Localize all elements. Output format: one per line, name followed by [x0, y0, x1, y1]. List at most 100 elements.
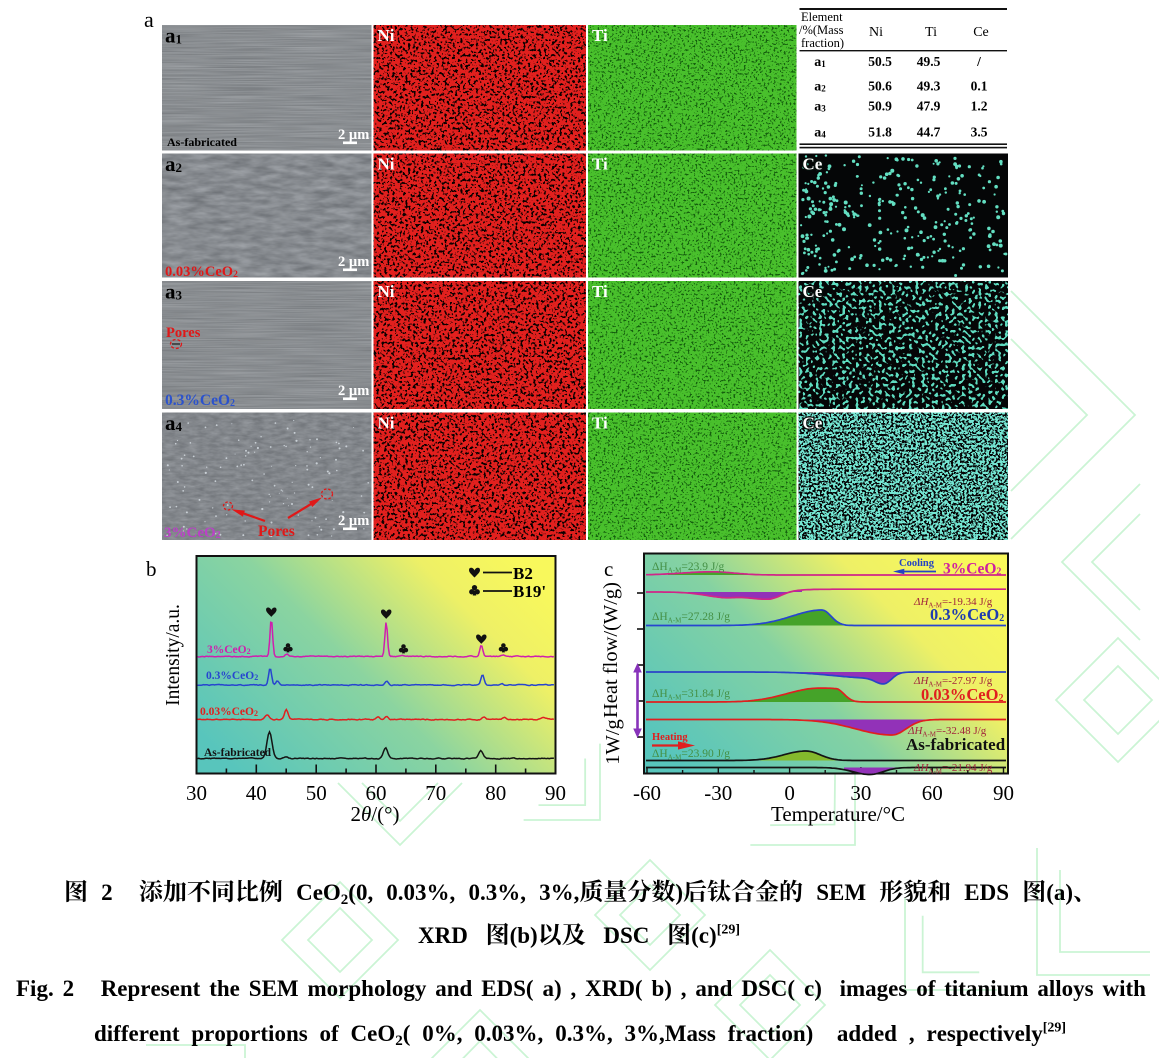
svg-text:Cooling: Cooling: [899, 558, 935, 569]
svg-text:As-fabricated: As-fabricated: [167, 135, 237, 149]
svg-text:2θ/(°): 2θ/(°): [350, 802, 399, 826]
svg-text:3%CeO2: 3%CeO2: [943, 561, 1001, 578]
svg-text:(a): (a): [1046, 880, 1073, 905]
svg-text:0.03%CeO2: 0.03%CeO2: [165, 264, 238, 280]
svg-text:50.5: 50.5: [868, 54, 892, 69]
svg-text:Ti: Ti: [925, 25, 937, 40]
svg-text:[29]: [29]: [717, 923, 740, 938]
svg-text:90: 90: [545, 781, 566, 805]
svg-text:Fig.: Fig.: [16, 976, 54, 1001]
svg-text:Ti: Ti: [592, 155, 608, 174]
svg-text:40: 40: [246, 781, 267, 805]
svg-text:0.3%CeO2: 0.3%CeO2: [930, 605, 1004, 624]
svg-text:80: 80: [485, 781, 506, 805]
svg-text:50: 50: [306, 781, 327, 805]
svg-text:2 µm: 2 µm: [338, 513, 369, 529]
svg-text:Ni: Ni: [378, 414, 395, 433]
svg-text:,: ,: [571, 976, 577, 1001]
svg-text:b: b: [146, 557, 157, 581]
svg-text:Pores: Pores: [258, 523, 295, 540]
svg-text:and: and: [695, 976, 732, 1001]
svg-text:As-fabricated: As-fabricated: [204, 747, 272, 759]
svg-text:3%CeO2: 3%CeO2: [207, 644, 251, 656]
svg-text:44.7: 44.7: [917, 125, 941, 140]
svg-text:Ni: Ni: [378, 155, 395, 174]
svg-text:30: 30: [186, 781, 207, 805]
svg-text:XRD: XRD: [418, 923, 468, 948]
svg-text:ΔHA-M=31.84 J/g: ΔHA-M=31.84 J/g: [652, 688, 730, 702]
svg-text:/: /: [976, 54, 981, 69]
svg-text:B19': B19': [513, 582, 546, 601]
svg-text:proportions: proportions: [191, 1021, 307, 1046]
svg-text:Represent: Represent: [101, 976, 201, 1001]
svg-text:As-fabricated: As-fabricated: [906, 735, 1006, 754]
svg-text:/%(Mass: /%(Mass: [799, 23, 844, 37]
svg-text:): ): [675, 880, 683, 905]
svg-text:-30: -30: [704, 781, 732, 805]
svg-text:Ce: Ce: [803, 155, 823, 174]
svg-text:c: c: [604, 557, 613, 581]
svg-text:2 µm: 2 µm: [338, 383, 369, 399]
svg-text:2 µm: 2 µm: [338, 254, 369, 270]
svg-text:Ce: Ce: [973, 25, 989, 40]
svg-text:Intensity/a.u.: Intensity/a.u.: [163, 604, 184, 706]
svg-text:ΔHA-M=-21.94 J/g: ΔHA-M=-21.94 J/g: [913, 762, 993, 776]
svg-text:0.03%CeO2: 0.03%CeO2: [921, 685, 1003, 704]
svg-text:0.3%CeO2: 0.3%CeO2: [206, 670, 258, 682]
svg-text:added: added: [837, 1021, 897, 1046]
svg-text:(0,: (0,: [348, 880, 373, 905]
svg-text:3%,Mass: 3%,Mass: [625, 1021, 716, 1046]
svg-text:2: 2: [63, 976, 75, 1001]
svg-text:DSC: DSC: [603, 923, 649, 948]
svg-text:DSC(: DSC(: [741, 976, 795, 1001]
svg-text:49.5: 49.5: [917, 54, 941, 69]
svg-text:with: with: [1103, 976, 1147, 1001]
svg-text:0.1: 0.1: [971, 79, 988, 94]
svg-text:a1: a1: [814, 55, 826, 70]
svg-text:[29]: [29]: [1043, 1021, 1066, 1036]
svg-text:60: 60: [366, 781, 387, 805]
svg-text:(b): (b): [510, 923, 538, 948]
svg-text:Pores: Pores: [166, 325, 201, 341]
svg-text:morphology: morphology: [308, 976, 427, 1001]
svg-text:0.03%CeO2: 0.03%CeO2: [200, 706, 258, 718]
svg-text:the: the: [209, 976, 240, 1001]
svg-text:a: a: [144, 7, 154, 32]
svg-text:90: 90: [993, 781, 1014, 805]
svg-text:Ni: Ni: [869, 25, 883, 40]
svg-text:,: ,: [681, 976, 687, 1001]
svg-text:images: images: [840, 976, 908, 1001]
svg-text:1W/g: 1W/g: [602, 719, 624, 765]
svg-text:Heating: Heating: [652, 732, 688, 743]
svg-text:XRD(: XRD(: [585, 976, 643, 1001]
svg-text:Heat flow/(W/g): Heat flow/(W/g): [600, 582, 622, 718]
svg-text:fraction): fraction): [801, 36, 844, 50]
svg-text:0%,: 0%,: [422, 1021, 462, 1046]
svg-text:-60: -60: [633, 781, 661, 805]
svg-text:30: 30: [850, 781, 871, 805]
svg-text:different: different: [94, 1021, 180, 1046]
svg-text:b): b): [652, 976, 672, 1001]
svg-text:,: ,: [909, 1021, 915, 1046]
svg-text:SEM: SEM: [249, 976, 299, 1001]
svg-text:SEM: SEM: [816, 880, 866, 905]
svg-text:ΔHA-M=23.90 J/g: ΔHA-M=23.90 J/g: [652, 748, 730, 762]
svg-text:2: 2: [341, 892, 349, 908]
svg-text:and: and: [435, 976, 472, 1001]
svg-text:Ni: Ni: [378, 26, 395, 45]
svg-text:Ni: Ni: [378, 282, 395, 301]
svg-text:60: 60: [922, 781, 943, 805]
svg-text:51.8: 51.8: [868, 125, 892, 140]
svg-text:3%CeO2: 3%CeO2: [164, 525, 221, 541]
svg-text:Ce: Ce: [803, 282, 823, 301]
svg-text:2 µm: 2 µm: [338, 127, 369, 143]
svg-text:70: 70: [425, 781, 446, 805]
svg-text:3.5: 3.5: [971, 125, 988, 140]
svg-text:B2: B2: [513, 564, 533, 583]
svg-text:50.6: 50.6: [868, 79, 892, 94]
svg-text:c): c): [804, 976, 822, 1001]
svg-text:a4: a4: [814, 126, 826, 141]
svg-text:0.03%,: 0.03%,: [386, 880, 455, 905]
svg-text:Ti: Ti: [592, 414, 608, 433]
svg-text:EDS: EDS: [964, 880, 1009, 905]
